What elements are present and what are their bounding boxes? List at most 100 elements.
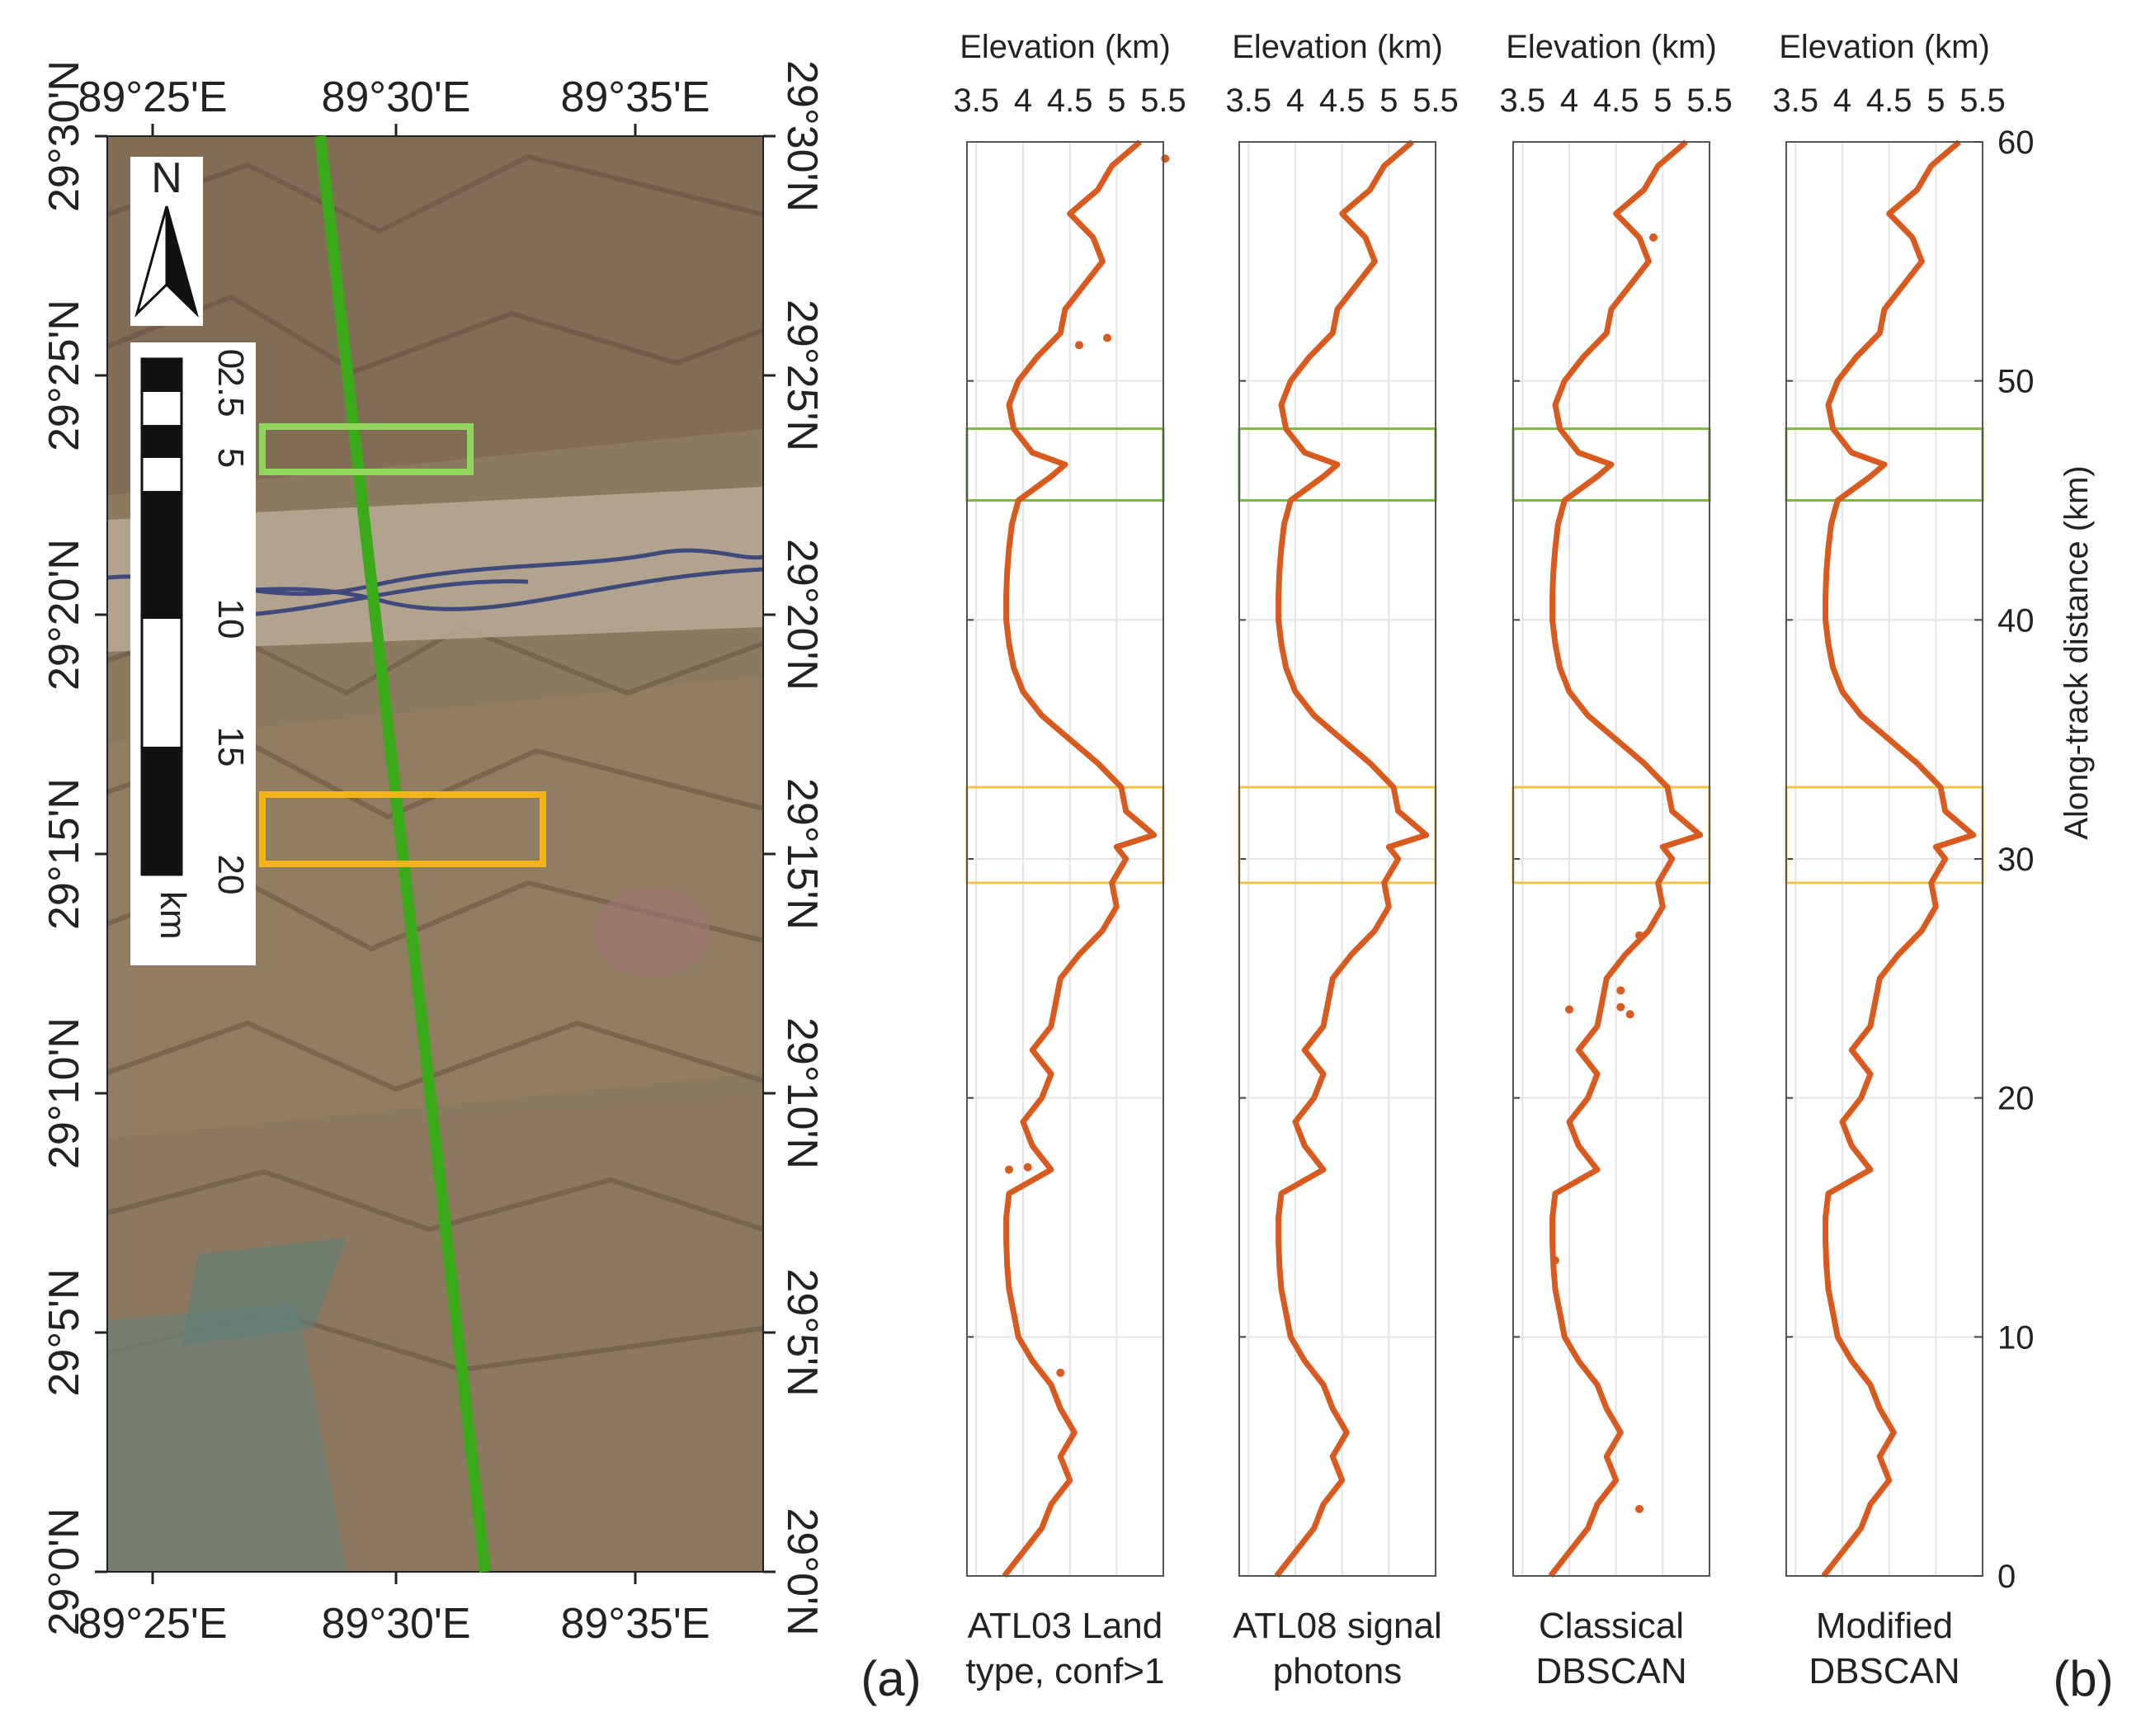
panel-caption-line-1: ATL03 Land: [968, 1606, 1162, 1646]
x-tick-label: 4.5: [1319, 83, 1365, 119]
panel-caption-line-1: Modified: [1816, 1606, 1953, 1646]
x-tick-label: 5: [1107, 83, 1125, 119]
outlier-point: [1616, 1002, 1625, 1012]
y-tick-label: 10: [1997, 1319, 2035, 1356]
scale-tick-label: 10: [210, 599, 251, 639]
panel-caption-line-2: photons: [1273, 1651, 1403, 1691]
lat-label-left: 29°20'N: [40, 539, 88, 691]
x-tick-label: 3.5: [954, 83, 1000, 119]
scale-bar: 02.5 5 10 15 20 km: [130, 342, 256, 965]
lon-label-top: 89°35'E: [560, 73, 710, 121]
x-tick-label: 4: [1833, 83, 1851, 119]
outlier-point: [1616, 986, 1625, 995]
panel-frame: [966, 141, 1164, 1577]
x-tick-label: 4: [1014, 83, 1032, 119]
north-arrow: N: [130, 154, 203, 326]
satellite-track-line: [314, 135, 491, 1573]
y-tick-label: 20: [1997, 1081, 2035, 1117]
right-y-axis: 0 10 20 30 40 50 60 Along-track distance (km): [1974, 125, 2095, 1595]
x-tick-label: 5.5: [1140, 83, 1186, 119]
x-tick-label: 4: [1286, 83, 1304, 119]
scale-tick-label: 2.5: [210, 366, 251, 417]
lon-label-bottom: 89°35'E: [560, 1600, 710, 1648]
elevation-axis-title: Elevation (km): [1779, 29, 1990, 65]
elevation-profile-line: [1821, 139, 1977, 1578]
lat-label-right: 29°25'N: [778, 300, 826, 451]
outlier-point: [1103, 333, 1111, 342]
lat-label-right: 29°0'N: [778, 1507, 826, 1635]
panel-caption-line-1: ATL08 signal: [1233, 1606, 1442, 1646]
panel-label-b: (b): [2053, 1651, 2113, 1706]
y-tick-label: 40: [1997, 602, 2035, 639]
elevation-axis-title: Elevation (km): [960, 29, 1171, 65]
lat-label-right: 29°30'N: [778, 60, 826, 212]
outlier-point: [1649, 233, 1658, 242]
profile-panel-2: Elevation (km) 3.5 4 4.5 5 5.5 ATL08 signal pho…: [1226, 29, 1459, 1691]
x-tick-label: 4: [1560, 83, 1578, 119]
profile-panel-1: Elevation (km) 3.5 4 4.5 5 5.5 ATL03 Land type,…: [954, 29, 1186, 1691]
y-tick-label: 0: [1997, 1559, 2016, 1595]
outlier-point: [1005, 1165, 1013, 1174]
lon-label-bottom: 89°30'E: [321, 1600, 470, 1648]
x-tick-label: 3.5: [1773, 83, 1819, 119]
y-axis-title: Along-track distance (km): [2058, 465, 2095, 839]
panel-label-a: (a): [861, 1651, 921, 1706]
lon-label-top: 89°25'E: [78, 73, 227, 121]
elevation-axis-title: Elevation (km): [1506, 29, 1717, 65]
outlier-point: [1023, 1163, 1032, 1172]
panel-caption-line-1: Classical: [1539, 1606, 1684, 1646]
x-tick-label: 3.5: [1226, 83, 1272, 119]
profile-panel-3: Elevation (km) 3.5 4 4.5 5 5.5 Classical DBSCAN: [1500, 29, 1733, 1691]
outlier-point: [1056, 1368, 1065, 1377]
scale-tick-label: 15: [210, 727, 251, 767]
lat-label-left: 29°30'N: [40, 60, 88, 212]
lat-label-left: 29°0'N: [40, 1507, 88, 1635]
y-tick-label: 30: [1997, 842, 2035, 878]
lat-label-left: 29°15'N: [40, 778, 88, 930]
outlier-point: [1565, 1005, 1573, 1014]
lat-label-left: 29°25'N: [40, 300, 88, 451]
lat-label-left: 29°5'N: [40, 1268, 88, 1396]
outlier-point: [1635, 931, 1643, 940]
lat-label-right: 29°20'N: [778, 539, 826, 691]
map-panel: N 02.5 5 10 15 20 km 89°25'E 89°25'E 89°30'E 89…: [40, 60, 922, 1706]
elevation-profile-line: [1548, 139, 1704, 1578]
outlier-point: [1635, 1504, 1643, 1513]
x-tick-label: 3.5: [1500, 83, 1546, 119]
x-tick-label: 5: [1379, 83, 1398, 119]
profile-panels: Elevation (km) 3.5 4 4.5 5 5.5 ATL03 Land type,…: [954, 29, 2006, 1691]
lat-label-left: 29°10'N: [40, 1017, 88, 1169]
x-tick-label: 5.5: [1686, 83, 1733, 119]
panel-caption-line-2: DBSCAN: [1535, 1651, 1686, 1691]
panel-frame: [1238, 141, 1436, 1577]
highlight-box-orange: [1511, 785, 1711, 885]
outlier-point: [1161, 154, 1170, 163]
x-tick-label: 5.5: [1959, 83, 2006, 119]
x-tick-label: 5.5: [1412, 83, 1459, 119]
highlight-box-orange: [1238, 785, 1437, 885]
scale-unit: km: [153, 891, 193, 940]
elevation-axis-title: Elevation (km): [1232, 29, 1443, 65]
y-tick-label: 60: [1997, 125, 2035, 161]
lat-label-right: 29°5'N: [778, 1268, 826, 1396]
panel-caption-line-2: DBSCAN: [1809, 1651, 1959, 1691]
scale-tick-label: 20: [210, 855, 251, 895]
highlight-box-orange: [965, 785, 1165, 885]
x-tick-label: 5: [1926, 83, 1945, 119]
highlight-box-orange: [1785, 785, 1984, 885]
scale-tick-label: 5: [210, 448, 251, 468]
x-tick-label: 4.5: [1047, 83, 1093, 119]
elevation-profile-line: [1274, 139, 1430, 1578]
lat-label-right: 29°10'N: [778, 1017, 826, 1169]
profile-panel-4: Elevation (km) 3.5 4 4.5 5 5.5 Modified DBSCAN: [1773, 29, 2006, 1691]
elevation-profile-line: [1002, 139, 1158, 1578]
panel-caption-line-2: type, conf>1: [966, 1651, 1165, 1691]
lon-label-bottom: 89°25'E: [78, 1600, 227, 1648]
outlier-point: [1551, 1256, 1559, 1265]
outlier-point: [1625, 1010, 1634, 1019]
north-label: N: [151, 154, 182, 202]
y-tick-label: 50: [1997, 364, 2035, 400]
lon-label-top: 89°30'E: [321, 73, 470, 121]
outlier-point: [1075, 341, 1083, 350]
